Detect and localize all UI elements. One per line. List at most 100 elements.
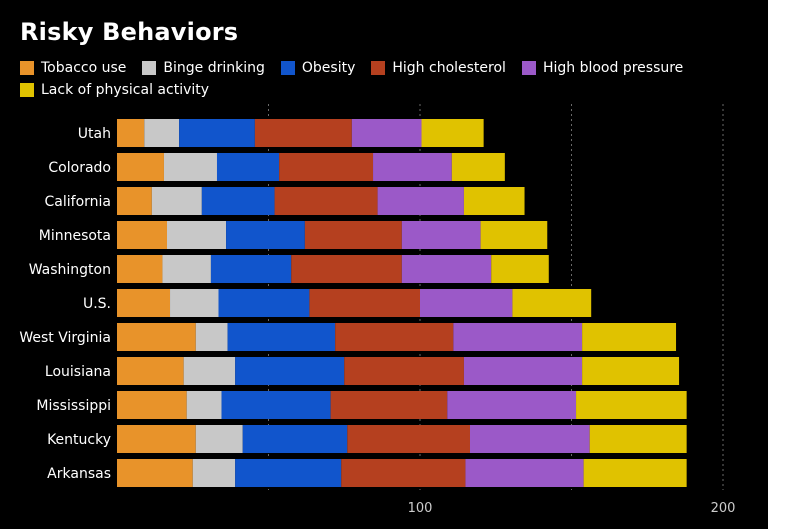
bar-segment [195, 323, 228, 351]
legend-label: High blood pressure [542, 60, 684, 76]
bar-segment [335, 323, 454, 351]
bar-segment [144, 119, 180, 147]
bar-segment [576, 391, 687, 419]
legend-label: Lack of physical activity [41, 82, 210, 98]
bar-segment [183, 357, 236, 385]
bar-segment [420, 289, 513, 317]
category-label: Mississippi [36, 398, 111, 414]
category-label: U.S. [83, 296, 111, 312]
bar-segment [347, 425, 470, 453]
bar-segment [192, 459, 236, 487]
legend-label: Binge drinking [163, 60, 265, 76]
legend-swatch [142, 61, 157, 75]
bar-segment [469, 425, 590, 453]
bar-segment [330, 391, 448, 419]
bar-segment [166, 221, 227, 249]
bar-segment [453, 323, 583, 351]
bar-segment [117, 153, 164, 181]
bar-segment [304, 221, 402, 249]
category-label: Minnesota [39, 228, 111, 244]
chart-container: Risky Behaviors Tobacco use Binge drinkin… [0, 0, 768, 529]
plot-area: Utah Colorado California Minnesota Washingto… [19, 104, 736, 516]
bar-segment [195, 425, 243, 453]
bar-segment [117, 459, 193, 487]
bar-segment [163, 153, 217, 181]
bar-segment [451, 153, 505, 181]
bar-segment [344, 357, 464, 385]
bar-segment [279, 153, 374, 181]
bar-segment [341, 459, 466, 487]
legend-label: High cholesterol [392, 60, 506, 76]
x-tick-label: 200 [711, 501, 736, 516]
bar-segment [117, 289, 171, 317]
category-label: Utah [78, 126, 111, 142]
bar-segment [401, 221, 481, 249]
category-label: Washington [29, 262, 111, 278]
legend-item: Lack of physical activity [20, 82, 209, 98]
bar-segment [117, 255, 163, 283]
bar-segment [421, 119, 484, 147]
legend-swatch [20, 83, 34, 97]
bar-segment [401, 255, 492, 283]
bar-segment [463, 357, 583, 385]
bar-segment [512, 289, 592, 317]
x-tick-label: 100 [408, 501, 433, 516]
legend-swatch [280, 61, 295, 75]
legend-swatch [521, 61, 536, 75]
bar-segment [235, 357, 345, 385]
bar-segment [170, 289, 219, 317]
legend-item: Binge drinking [142, 60, 265, 76]
bar-segment [309, 289, 420, 317]
legend-item: High cholesterol [371, 60, 506, 76]
legend: Tobacco use Binge drinking Obesity High cho… [20, 60, 740, 98]
bar-segment [377, 187, 464, 215]
bar-segment [254, 119, 352, 147]
legend-swatch [371, 61, 386, 75]
bar-segment [117, 425, 196, 453]
bar-segment [582, 323, 677, 351]
bar-segment [480, 221, 548, 249]
bar-segment [162, 255, 211, 283]
bar-segment [491, 255, 549, 283]
legend-label: Obesity [301, 60, 356, 76]
bar-segment [226, 221, 305, 249]
category-label: Arkansas [47, 466, 111, 482]
legend-item: Obesity [280, 60, 356, 76]
bar-segment [463, 187, 525, 215]
bar-segment [179, 119, 255, 147]
bar-segment [218, 289, 310, 317]
bar-segment [583, 459, 687, 487]
bar-segment [373, 153, 452, 181]
bar-segment [117, 119, 145, 147]
bar-segment [151, 187, 202, 215]
bar-segment [201, 187, 275, 215]
bar-segment [117, 391, 187, 419]
bar-segment [221, 391, 331, 419]
bar-segment [117, 323, 196, 351]
legend-label: Tobacco use [41, 60, 127, 76]
bar-segment [227, 323, 336, 351]
category-label: Louisiana [45, 364, 111, 380]
bar-segment [117, 187, 152, 215]
legend-item: High blood pressure [521, 60, 684, 76]
bar-segment [117, 357, 184, 385]
bar-segment [186, 391, 222, 419]
category-label: Colorado [48, 160, 111, 176]
bar-segment [216, 153, 280, 181]
bar-segment [242, 425, 348, 453]
bar-segment [582, 357, 680, 385]
category-label: California [45, 194, 111, 210]
legend-swatch [20, 61, 34, 75]
bar-segment [210, 255, 292, 283]
bar-segment [117, 221, 167, 249]
category-label: Kentucky [47, 432, 111, 448]
bar-segment [447, 391, 577, 419]
legend-item: Tobacco use [20, 60, 126, 76]
chart-title: Risky Behaviors [20, 18, 239, 46]
category-label: West Virginia [19, 330, 111, 346]
bar-segment [235, 459, 342, 487]
bar-segment [274, 187, 378, 215]
bar-segment [589, 425, 687, 453]
bar-segment [465, 459, 584, 487]
bar-segment [351, 119, 422, 147]
